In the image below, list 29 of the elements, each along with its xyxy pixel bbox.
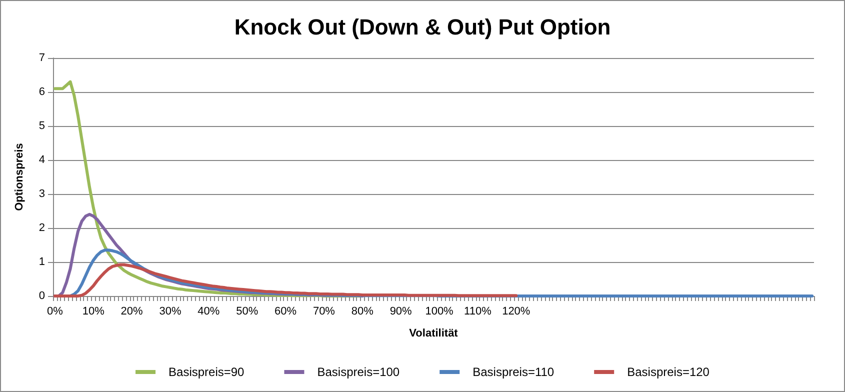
x-tick-label: 20%: [120, 306, 144, 318]
x-tick-label: 50%: [236, 306, 258, 318]
legend-label: Basispreis=120: [627, 365, 710, 379]
x-tick-label: 80%: [351, 306, 374, 318]
y-axis-title: Optionspreis: [14, 143, 26, 211]
legend-label: Basispreis=110: [472, 365, 554, 379]
legend-label: Basispreis=100: [317, 365, 400, 379]
x-tick-label: 10%: [82, 306, 105, 318]
y-tick-label: 3: [38, 188, 45, 200]
x-tick-label: 0%: [46, 306, 64, 318]
x-tick-label: 70%: [312, 306, 336, 318]
line-series: [53, 263, 518, 298]
x-tick-label: 100%: [425, 306, 454, 318]
x-tick-label: 90%: [390, 306, 412, 318]
y-tick-label: 5: [38, 120, 45, 132]
legend-label: Basispreis=90: [168, 365, 245, 379]
y-tick-label: 4: [38, 154, 45, 166]
chart-title: Knock Out (Down & Out) Put Option: [234, 14, 611, 40]
x-tick-label: 110%: [464, 306, 492, 318]
x-tick-label: 40%: [198, 306, 220, 318]
y-tick-label: 7: [38, 52, 45, 64]
y-tick-label: 1: [38, 256, 45, 268]
y-tick-label: 6: [38, 86, 45, 98]
x-axis-title: Volatilität: [409, 328, 458, 340]
y-tick-label: 2: [38, 222, 45, 234]
x-tick-label: 30%: [159, 306, 182, 318]
x-tick-label: 60%: [274, 306, 297, 318]
x-tick-label: 120%: [502, 306, 530, 318]
y-tick-label: 0: [38, 290, 45, 302]
